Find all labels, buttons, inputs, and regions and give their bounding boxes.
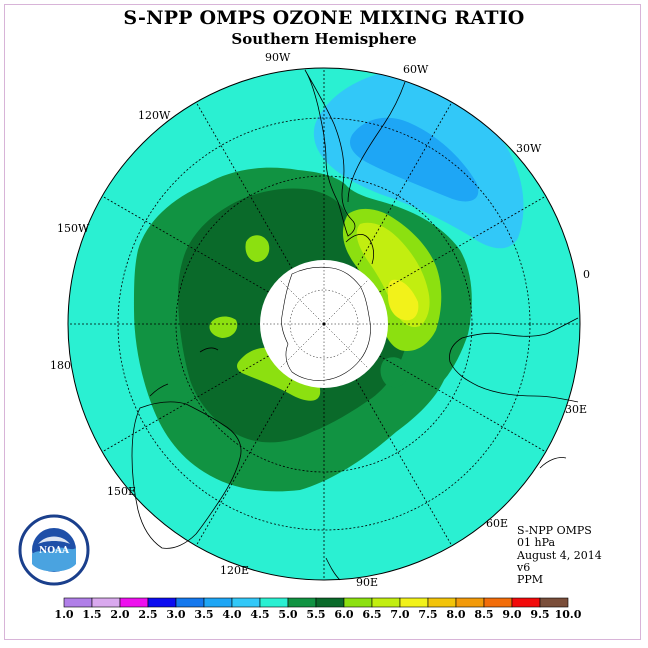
- colorbar-tick-label: 9.0: [502, 608, 521, 621]
- colorbar-tick-label: 10.0: [555, 608, 582, 621]
- colorbar-swatch: [147, 597, 177, 608]
- colorbar-tick-label: 2.0: [110, 608, 129, 621]
- label-120w: 120W: [138, 109, 171, 122]
- colorbar-swatch: [63, 597, 93, 608]
- colorbar-swatch: [371, 597, 401, 608]
- colorbar: 1.0 1.5 2.0 2.5 3.0 3.5 4.0 4.5 5.0 5.5 6.0 6.5 7.0 7…: [54, 597, 582, 621]
- info-product: S-NPP OMPS: [517, 524, 592, 537]
- graticule-parallels: [117, 117, 531, 531]
- label-0: 0: [583, 268, 590, 281]
- noaa-logo: NOAA: [18, 514, 90, 586]
- figure-frame: [4, 4, 641, 640]
- madagascar-coast: [539, 457, 567, 469]
- colorbar-tick-label: 6.5: [362, 608, 381, 621]
- label-30w: 30W: [516, 142, 542, 155]
- peak-core-contour: [388, 279, 419, 321]
- map-title: S-NPP OMPS OZONE MIXING RATIO: [123, 7, 525, 29]
- patch-180: [209, 316, 238, 338]
- label-60w: 60W: [403, 63, 429, 76]
- colorbar-swatch: [119, 597, 149, 608]
- colorbar-swatch: [483, 597, 513, 608]
- colorbar-tick-label: 7.0: [390, 608, 409, 621]
- info-date: August 4, 2014: [517, 548, 602, 562]
- colorbar-tick-label: 4.5: [250, 608, 269, 621]
- colorbar-tick-label: 4.0: [222, 608, 241, 621]
- colorbar-tick-label: 7.5: [418, 608, 437, 621]
- colorbar-swatch: [203, 597, 233, 608]
- label-90e: 90E: [356, 576, 378, 589]
- noaa-logo-text: NOAA: [39, 546, 70, 556]
- graticule-meridians: [68, 68, 580, 580]
- africa-coast: [449, 317, 579, 403]
- label-150w: 150W: [57, 222, 90, 235]
- south-america-east-coast: [347, 81, 406, 203]
- colorbar-tick-label: 2.5: [138, 608, 157, 621]
- colorbar-tick-label: 8.5: [474, 608, 493, 621]
- colorbar-tick-label: 8.0: [446, 608, 465, 621]
- label-180: 180: [50, 359, 71, 372]
- south-america-coast: [304, 69, 356, 237]
- colorbar-swatch: [399, 597, 429, 608]
- coastlines: [131, 69, 579, 581]
- longitude-labels: 90W 60W 30W 0 30E 60E 90E 120E 150E 180 …: [50, 51, 590, 589]
- indian-ocean-island: [325, 557, 341, 581]
- colorbar-tick-label: 1.5: [82, 608, 101, 621]
- label-60e: 60E: [486, 517, 508, 530]
- colorbar-tick-label: 5.0: [278, 608, 297, 621]
- colorbar-tick-label: 5.5: [306, 608, 325, 621]
- colorbar-swatch: [343, 597, 373, 608]
- label-150e: 150E: [107, 485, 136, 498]
- patch-30e: [380, 357, 408, 388]
- product-info: S-NPP OMPS 01 hPa August 4, 2014 v6 PPM: [517, 524, 602, 587]
- info-level: 01 hPa: [517, 536, 556, 550]
- south-atlantic-core-region: [350, 117, 479, 202]
- map-border: [67, 67, 581, 581]
- map-subtitle: Southern Hemisphere: [231, 30, 417, 48]
- colorbar-swatch: [287, 597, 317, 608]
- polar-graticule: [262, 262, 386, 386]
- antarctica-coast: [281, 266, 371, 381]
- colorbar-swatch: [259, 597, 289, 608]
- label-90w: 90W: [265, 51, 291, 64]
- colorbar-swatch: [455, 597, 485, 608]
- info-version: v6: [517, 560, 531, 574]
- info-units: PPM: [517, 573, 544, 587]
- colorbar-tick-label: 9.5: [530, 608, 549, 621]
- colorbar-swatch: [315, 597, 345, 608]
- colorbar-swatch: [427, 597, 457, 608]
- antarctic-peninsula: [345, 234, 374, 265]
- colorbar-swatch: [175, 597, 205, 608]
- label-30e: 30E: [565, 403, 587, 416]
- south-pole-marker: [322, 322, 326, 326]
- colorbar-tick-label: 6.0: [334, 608, 353, 621]
- patch-150w: [245, 235, 270, 262]
- colorbar-swatch: [231, 597, 261, 608]
- new-zealand-coast: [149, 347, 219, 397]
- colorbar-tick-label: 1.0: [54, 608, 73, 621]
- colorbar-tick-label: 3.0: [166, 608, 185, 621]
- colorbar-tick-label: 3.5: [194, 608, 213, 621]
- colorbar-swatch: [91, 597, 121, 608]
- colorbar-swatch: [511, 597, 541, 608]
- colorbar-swatch: [539, 597, 569, 608]
- label-120e: 120E: [220, 564, 249, 577]
- australia-coast: [131, 401, 242, 549]
